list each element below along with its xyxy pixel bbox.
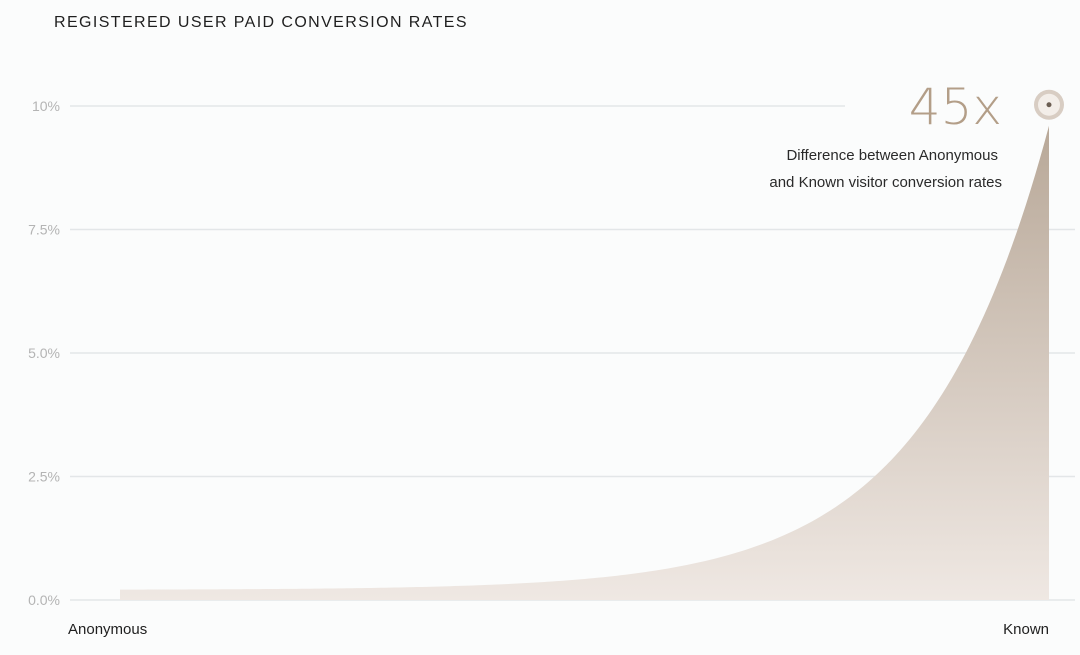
callout-text-line1: Difference between Anonymous [786, 147, 998, 164]
area-series [120, 125, 1049, 600]
x-category-label: Known [1003, 621, 1049, 638]
callout-text-line2: and Known visitor conversion rates [769, 174, 1002, 191]
endpoint-marker-dot [1046, 102, 1052, 108]
y-axis-ticks: 0.0% 2.5% 5.0% 7.5% 10% [28, 98, 60, 608]
callout-value: 45x [909, 78, 1002, 136]
y-tick-label: 7.5% [28, 222, 60, 238]
y-tick-label: 0.0% [28, 592, 60, 608]
y-tick-label: 10% [32, 98, 60, 114]
x-category-label: Anonymous [68, 621, 147, 638]
chart-title: REGISTERED USER PAID CONVERSION RATES [54, 14, 468, 31]
x-axis-categories: Anonymous Known [68, 621, 1049, 638]
endpoint-marker [1034, 89, 1064, 120]
y-tick-label: 5.0% [28, 345, 60, 361]
y-tick-label: 2.5% [28, 469, 60, 485]
